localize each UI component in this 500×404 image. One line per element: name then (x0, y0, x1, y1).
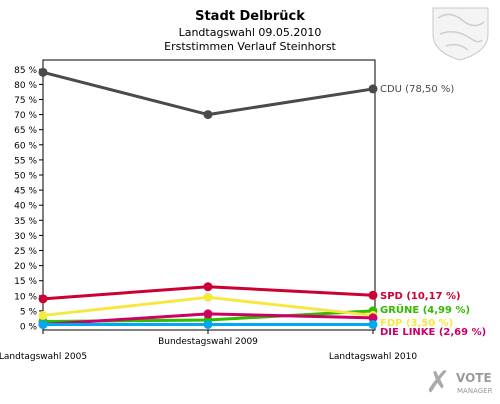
coat-of-arms-icon (432, 7, 489, 61)
y-tick-label: 60 % (14, 141, 37, 151)
y-tick-label: 50 % (14, 172, 37, 182)
data-point (368, 313, 378, 323)
data-point (203, 309, 213, 319)
y-axis: 0 % 5 % 10 % 15 % 20 % 25 % 30 % 35 % 40 % 45 % 50… (14, 66, 43, 333)
x-tick-label: Landtagswahl 2010 (329, 352, 418, 362)
end-label: CDU (78,50 %) (380, 84, 454, 95)
vote-manager-logo: ✗ VOTE MANAGER (425, 365, 492, 400)
y-tick-label: 40 % (14, 202, 37, 212)
chart-subtitle-district: Erststimmen Verlauf Steinhorst (164, 40, 336, 53)
y-tick-label: 75 % (14, 96, 37, 106)
data-point (38, 310, 48, 320)
y-tick-label: 5 % (20, 307, 38, 317)
data-point (368, 319, 378, 329)
y-tick-label: 30 % (14, 232, 37, 242)
data-point (203, 319, 213, 329)
y-tick-label: 80 % (14, 81, 37, 91)
end-label: SPD (10,17 %) (380, 291, 461, 302)
chart-subtitle-date: Landtagswahl 09.05.2010 (179, 26, 322, 39)
data-point (203, 292, 213, 302)
data-point (368, 84, 378, 94)
y-tick-label: 85 % (14, 66, 37, 76)
y-tick-label: 10 % (14, 292, 37, 302)
end-label: DIE LINKE (2,69 %) (380, 327, 486, 338)
y-tick-label: 35 % (14, 217, 37, 227)
end-label: GRÜNE (4,99 %) (380, 302, 470, 316)
x-tick-label: Landtagswahl 2005 (0, 352, 87, 362)
logo-manager-text: MANAGER (457, 387, 493, 395)
data-point (38, 319, 48, 329)
data-point (368, 290, 378, 300)
data-point (203, 110, 213, 120)
chart-title: Stadt Delbrück (195, 9, 305, 24)
data-point (38, 67, 48, 77)
end-labels: CDU (78,50 %) SPD (10,17 %)GRÜNE (4,99 %)… (380, 84, 486, 338)
data-point (38, 294, 48, 304)
logo-x-icon: ✗ (425, 365, 450, 400)
y-tick-label: 55 % (14, 156, 37, 166)
series-layer (38, 67, 378, 329)
x-tick-label: Bundestagswahl 2009 (158, 337, 258, 347)
y-tick-label: 65 % (14, 126, 37, 136)
y-tick-label: 45 % (14, 187, 37, 197)
x-axis: Landtagswahl 2005 Bundestagswahl 2009 Land… (0, 330, 417, 362)
y-tick-label: 15 % (14, 277, 37, 287)
y-tick-label: 25 % (14, 247, 37, 257)
y-tick-label: 70 % (14, 111, 37, 121)
end-label: FDP (3,50 %) (380, 318, 453, 329)
data-point (203, 282, 213, 292)
y-tick-label: 0 % (20, 323, 38, 333)
y-tick-label: 20 % (14, 262, 37, 272)
logo-vote-text: VOTE (456, 371, 492, 385)
